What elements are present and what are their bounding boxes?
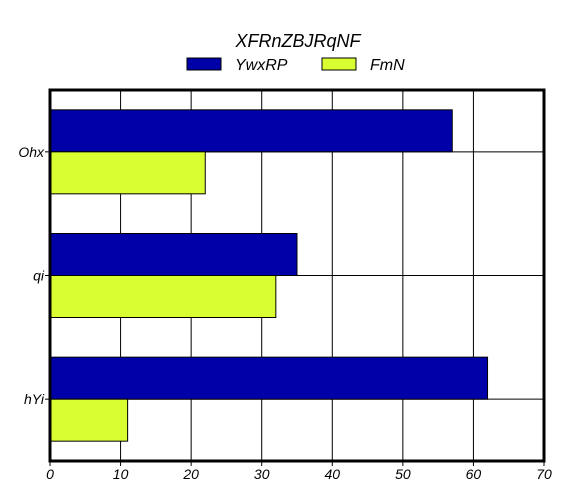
bar-YwxRP-Ohx — [49, 109, 453, 153]
x-tick-label: 70 — [536, 466, 552, 482]
x-tick-label: 20 — [182, 466, 199, 482]
x-axis-ticks: 0 10 20 30 40 50 60 70 — [46, 461, 552, 482]
category-label: qi — [33, 268, 45, 284]
y-axis-labels: Ohx qi hYi — [18, 144, 50, 407]
bar-FmN-hYi — [49, 398, 129, 442]
legend-label-YwxRP: YwxRP — [235, 57, 288, 74]
x-tick-label: 50 — [395, 466, 411, 482]
bar-FmN-qi — [49, 275, 277, 318]
chart-title: XFRnZBJRqNF — [234, 31, 361, 51]
category-label: Ohx — [18, 144, 45, 160]
bar-FmN-Ohx — [49, 151, 206, 195]
x-tick-label: 10 — [113, 466, 129, 482]
category-label: hYi — [24, 391, 45, 407]
bar-YwxRP-hYi — [49, 356, 489, 400]
legend-label-FmN: FmN — [370, 57, 405, 74]
x-tick-label: 40 — [324, 466, 340, 482]
x-tick-label: 0 — [46, 466, 54, 482]
legend: YwxRP FmN — [186, 57, 405, 74]
legend-swatch-YwxRP — [186, 57, 222, 71]
bar-YwxRP-qi — [49, 233, 298, 276]
x-tick-label: 60 — [466, 466, 482, 482]
bars — [49, 109, 489, 442]
legend-swatch-FmN — [321, 57, 357, 71]
x-tick-label: 30 — [254, 466, 270, 482]
